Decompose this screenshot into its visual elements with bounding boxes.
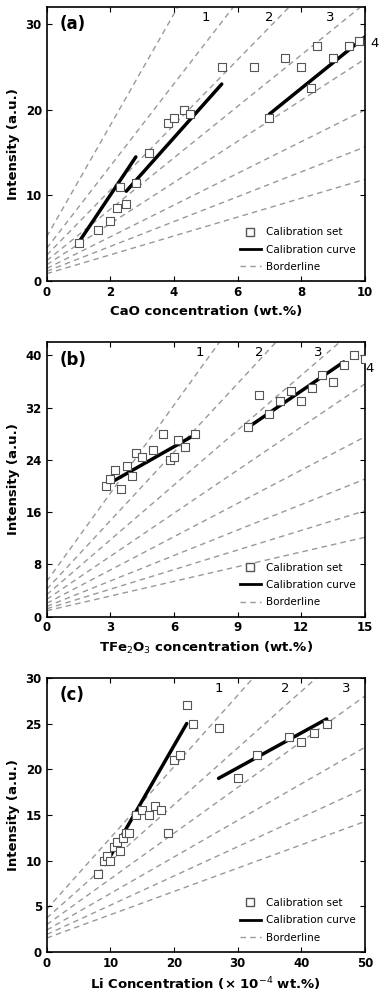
Text: (a): (a): [59, 15, 85, 33]
Point: [133, 445, 139, 461]
Point: [192, 426, 198, 442]
Point: [314, 38, 320, 54]
Point: [75, 235, 82, 251]
Point: [320, 367, 326, 383]
Point: [355, 33, 362, 49]
Point: [266, 406, 273, 422]
Point: [117, 179, 123, 195]
Point: [126, 825, 132, 841]
Legend: Calibration set, Calibration curve, Borderline: Calibration set, Calibration curve, Bord…: [236, 223, 360, 276]
Point: [107, 213, 114, 229]
Point: [288, 383, 294, 399]
Y-axis label: Intensity (a.u.): Intensity (a.u.): [7, 88, 20, 200]
Point: [118, 481, 124, 497]
Point: [298, 393, 305, 409]
Point: [114, 200, 120, 216]
Point: [107, 853, 114, 869]
Point: [146, 145, 152, 161]
Text: 4: 4: [370, 37, 379, 50]
Point: [112, 462, 118, 478]
Point: [346, 38, 352, 54]
Point: [216, 720, 222, 736]
Point: [171, 110, 177, 126]
Point: [95, 866, 101, 882]
Text: 3: 3: [326, 11, 334, 24]
Point: [362, 351, 368, 367]
Point: [167, 452, 173, 468]
Text: 2: 2: [281, 682, 290, 695]
Point: [219, 59, 225, 75]
Point: [152, 798, 158, 814]
Point: [190, 716, 196, 732]
Y-axis label: Intensity (a.u.): Intensity (a.u.): [7, 424, 20, 535]
Point: [129, 468, 135, 484]
Point: [158, 802, 164, 818]
Point: [117, 843, 123, 859]
Point: [123, 196, 129, 212]
Point: [123, 825, 129, 841]
Text: 3: 3: [314, 346, 323, 359]
Point: [330, 50, 336, 66]
Legend: Calibration set, Calibration curve, Borderline: Calibration set, Calibration curve, Bord…: [236, 558, 360, 611]
Text: 1: 1: [214, 682, 223, 695]
Point: [107, 471, 114, 487]
Point: [184, 697, 190, 713]
Text: 1: 1: [202, 11, 210, 24]
Point: [171, 449, 177, 465]
Point: [251, 59, 257, 75]
Point: [171, 752, 177, 768]
Text: 2: 2: [265, 11, 274, 24]
Point: [308, 80, 314, 96]
Point: [139, 449, 145, 465]
Point: [124, 458, 131, 474]
Point: [182, 439, 188, 455]
Point: [139, 802, 145, 818]
Point: [181, 102, 187, 118]
Text: 2: 2: [254, 346, 263, 359]
Point: [103, 478, 109, 494]
Point: [164, 115, 171, 131]
Point: [101, 853, 107, 869]
Point: [351, 347, 357, 363]
Text: 1: 1: [195, 346, 204, 359]
Point: [160, 426, 166, 442]
Point: [133, 807, 139, 823]
Point: [175, 432, 181, 448]
Text: 3: 3: [341, 682, 350, 695]
Point: [277, 393, 283, 409]
Point: [110, 839, 117, 855]
Point: [285, 729, 291, 745]
Point: [114, 834, 120, 850]
X-axis label: TFe$_2$O$_3$ concentration (wt.%): TFe$_2$O$_3$ concentration (wt.%): [99, 640, 313, 656]
Point: [324, 716, 330, 732]
Point: [298, 59, 305, 75]
Point: [104, 848, 110, 864]
Text: (c): (c): [59, 686, 84, 704]
Point: [256, 387, 262, 403]
Point: [266, 110, 273, 126]
Point: [309, 380, 315, 396]
Point: [133, 175, 139, 191]
Point: [245, 419, 251, 435]
Point: [187, 106, 193, 122]
X-axis label: CaO concentration (wt.%): CaO concentration (wt.%): [110, 305, 302, 318]
Point: [330, 374, 336, 390]
X-axis label: Li Concentration (× 10$^{-4}$ wt.%): Li Concentration (× 10$^{-4}$ wt.%): [90, 975, 321, 993]
Point: [146, 807, 152, 823]
Legend: Calibration set, Calibration curve, Borderline: Calibration set, Calibration curve, Bord…: [236, 894, 360, 947]
Point: [298, 734, 305, 750]
Point: [311, 725, 317, 741]
Point: [254, 747, 260, 763]
Point: [150, 442, 156, 458]
Point: [177, 747, 183, 763]
Point: [282, 50, 288, 66]
Text: 4: 4: [365, 362, 373, 375]
Point: [95, 222, 101, 238]
Point: [341, 357, 347, 373]
Text: (b): (b): [59, 351, 86, 369]
Point: [234, 770, 241, 786]
Y-axis label: Intensity (a.u.): Intensity (a.u.): [7, 759, 20, 871]
Point: [120, 830, 126, 846]
Point: [164, 825, 171, 841]
